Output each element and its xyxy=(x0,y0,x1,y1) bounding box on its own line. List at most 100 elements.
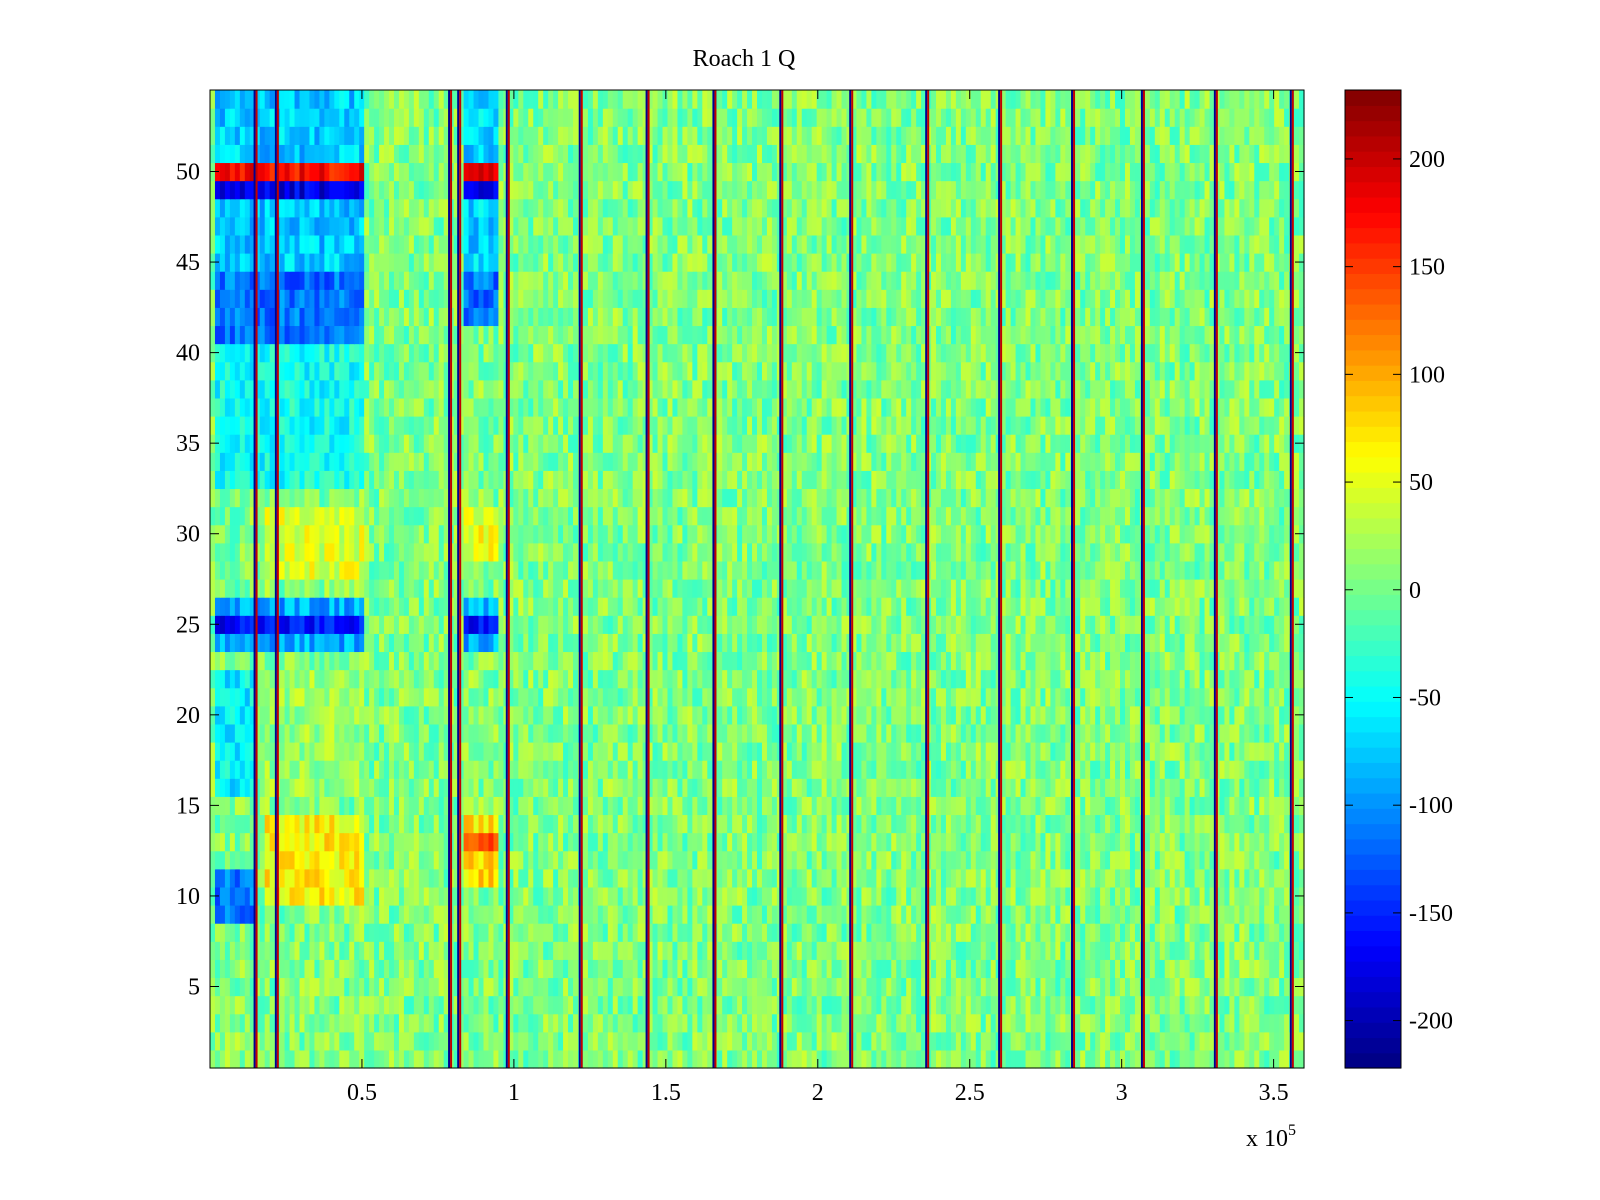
heatmap-cell xyxy=(1184,796,1191,816)
heatmap-cell xyxy=(1090,1049,1096,1069)
heatmap-cell xyxy=(498,669,504,689)
heatmap-cell xyxy=(806,850,813,870)
heatmap-cell xyxy=(597,923,604,942)
heatmap-cell xyxy=(732,669,738,689)
heatmap-cell xyxy=(766,868,773,888)
heatmap-cell xyxy=(886,1013,892,1033)
heatmap-cell xyxy=(259,941,266,960)
heatmap-cell xyxy=(1115,814,1121,834)
heatmap-cell xyxy=(1279,742,1285,761)
heatmap-cell xyxy=(453,850,460,870)
heatmap-cell xyxy=(1040,814,1047,834)
heatmap-cell xyxy=(806,868,813,888)
heatmap-cell xyxy=(881,832,887,852)
heatmap-cell xyxy=(229,796,236,816)
heatmap-cell xyxy=(647,995,654,1015)
heatmap-cell xyxy=(1279,687,1285,707)
heatmap-cell xyxy=(587,687,594,707)
heatmap-cell xyxy=(622,868,629,888)
heatmap-cell xyxy=(1075,705,1081,725)
heatmap-cell xyxy=(319,742,325,761)
heatmap-cell xyxy=(811,1049,818,1069)
heatmap-cell xyxy=(1199,705,1206,725)
heatmap-cell xyxy=(1129,886,1136,906)
heatmap-cell xyxy=(299,832,306,852)
heatmap-cell xyxy=(1005,1031,1012,1051)
heatmap-cell xyxy=(896,959,902,979)
heatmap-cell xyxy=(597,905,604,924)
heatmap-cell xyxy=(463,778,470,797)
heatmap-cell xyxy=(771,742,778,761)
heatmap-cell xyxy=(970,868,977,888)
heatmap-cell xyxy=(940,868,947,888)
heatmap-cell xyxy=(622,886,629,906)
heatmap-cell xyxy=(702,905,708,924)
heatmap-cell xyxy=(1000,1031,1007,1051)
heatmap-cell xyxy=(359,1031,365,1051)
heatmap-cell xyxy=(453,796,460,816)
heatmap-cell xyxy=(284,832,291,852)
heatmap-cell xyxy=(602,832,609,852)
heatmap-cell xyxy=(1124,1031,1131,1051)
heatmap-cell xyxy=(418,742,425,761)
heatmap-cell xyxy=(369,669,375,689)
heatmap-cell xyxy=(901,1049,907,1069)
heatmap-cell xyxy=(1294,959,1300,979)
heatmap-cell xyxy=(369,814,375,834)
heatmap-cell xyxy=(1045,959,1051,979)
heatmap-cell xyxy=(339,868,345,888)
heatmap-cell xyxy=(876,959,882,979)
heatmap-cell xyxy=(687,995,693,1015)
heatmap-cell xyxy=(1244,796,1250,816)
heatmap-cell xyxy=(389,778,395,797)
heatmap-cell xyxy=(294,814,301,834)
heatmap-cell xyxy=(1264,832,1270,852)
heatmap-cell xyxy=(612,705,619,725)
heatmap-cell xyxy=(647,1049,654,1069)
heatmap-cell xyxy=(617,959,624,979)
heatmap-cell xyxy=(518,941,524,960)
heatmap-cell xyxy=(1035,1031,1042,1051)
heatmap-cell xyxy=(324,1031,330,1051)
heatmap-cell xyxy=(553,760,559,779)
heatmap-cell xyxy=(319,723,325,743)
heatmap-cell xyxy=(965,760,972,779)
heatmap-cell xyxy=(1030,778,1037,797)
heatmap-cell xyxy=(473,651,480,671)
heatmap-cell xyxy=(612,1031,619,1051)
heatmap-cell xyxy=(299,1049,306,1069)
heatmap-cell xyxy=(637,705,644,725)
heatmap-cell xyxy=(722,814,728,834)
heatmap-cell xyxy=(334,651,340,671)
heatmap-cell xyxy=(538,1049,544,1069)
heatmap-cell xyxy=(1219,723,1226,743)
heatmap-cell xyxy=(249,886,256,906)
heatmap-cell xyxy=(483,760,490,779)
heatmap-cell xyxy=(682,705,688,725)
heatmap-cell xyxy=(1299,778,1305,797)
heatmap-cell xyxy=(234,814,241,834)
heatmap-cell xyxy=(642,941,649,960)
heatmap-cell xyxy=(702,941,708,960)
heatmap-cell xyxy=(1129,1013,1136,1033)
heatmap-cell xyxy=(533,959,539,979)
heatmap-cell xyxy=(438,959,445,979)
heatmap-cell xyxy=(433,977,440,997)
heatmap-cell xyxy=(896,723,902,743)
heatmap-cell xyxy=(1085,742,1091,761)
heatmap-cell xyxy=(379,995,385,1015)
heatmap-cell xyxy=(1209,814,1216,834)
heatmap-cell xyxy=(384,705,390,725)
heatmap-cell xyxy=(468,742,475,761)
heatmap-cell xyxy=(1284,1031,1290,1051)
heatmap-cell xyxy=(234,905,241,924)
heatmap-cell xyxy=(1105,796,1111,816)
heatmap-cell xyxy=(931,886,937,906)
heatmap-cell xyxy=(836,760,843,779)
heatmap-cell xyxy=(408,796,415,816)
heatmap-cell xyxy=(836,796,843,816)
heatmap-cell xyxy=(543,1031,549,1051)
heatmap-cell xyxy=(1090,814,1096,834)
heatmap-cell xyxy=(1269,923,1275,942)
heatmap-cell xyxy=(284,959,291,979)
